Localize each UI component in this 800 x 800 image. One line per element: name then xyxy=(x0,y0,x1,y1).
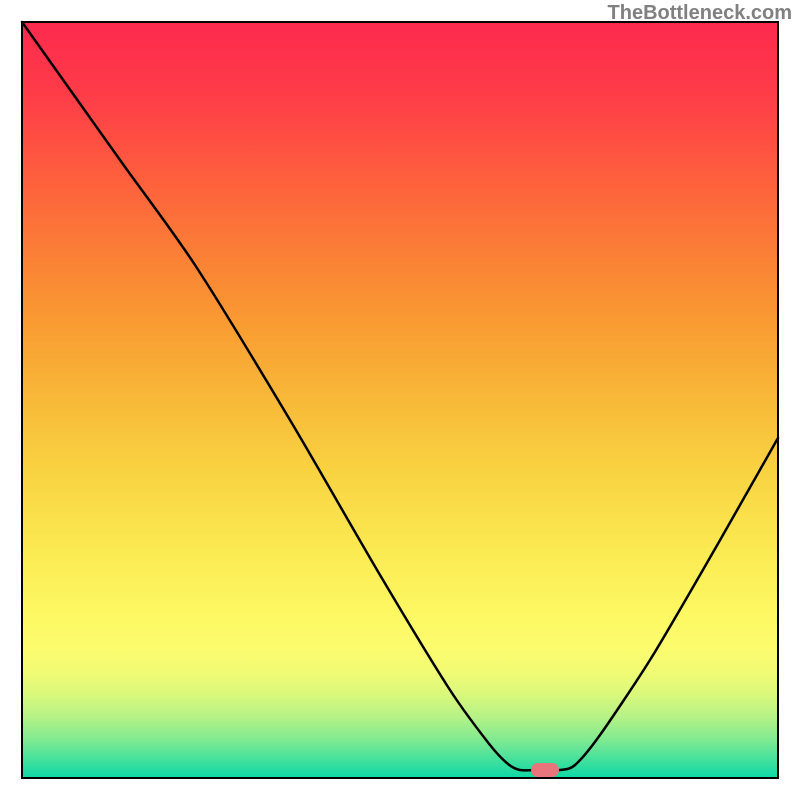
attribution-text: TheBottleneck.com xyxy=(608,2,792,25)
bottleneck-chart xyxy=(0,0,800,800)
optimal-marker xyxy=(531,763,559,777)
plot-background xyxy=(22,22,778,778)
chart-container: TheBottleneck.com xyxy=(0,0,800,800)
